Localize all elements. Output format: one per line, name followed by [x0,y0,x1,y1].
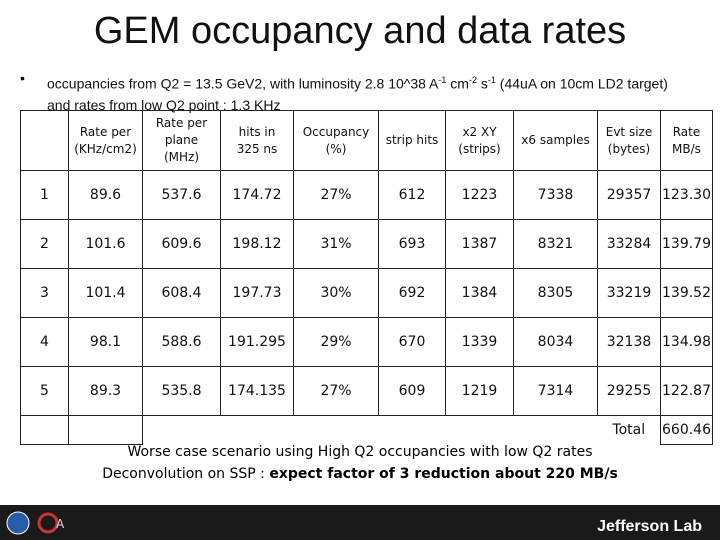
cell: 98.1 [68,317,143,367]
note: Worse case scenario using High Q2 occupa… [127,444,593,460]
column-header-empty [20,110,69,171]
table-row: 1 89.6 537.6 174.72 27% 612 1223 7338 29357 123.3… [20,170,713,220]
title: GEM occupancy and data rates [93,10,627,52]
cell: 1384 [445,268,514,318]
cell: 123.30 [660,170,713,220]
cell: 670 [378,317,446,367]
bullet-part: -2 [468,75,477,85]
cell: 27% [293,366,379,416]
cell: 33219 [597,268,661,318]
notes: Worse case scenario using High Q2 occupa… [0,441,720,485]
cell: 191.295 [220,317,294,367]
cell: 30% [293,268,379,318]
cell: 8034 [513,317,598,367]
cell: 122.87 [660,366,713,416]
note: Deconvolution on SSP : expect factor of … [0,463,720,485]
note-part: Deconvolution on SSP : [102,466,270,482]
column-header: x6 samples [513,110,598,171]
cell: 588.6 [142,317,221,367]
table-row: 5 89.3 535.8 174.135 27% 609 1219 7314 29255 122.… [20,366,713,416]
cell: 5 [20,366,69,416]
cell: 31% [293,219,379,269]
cell: 33284 [597,219,661,269]
cell: 89.3 [68,366,143,416]
cell: 29% [293,317,379,367]
cell: 32138 [597,317,661,367]
empty-cell [20,415,69,445]
cell: 7338 [513,170,598,220]
empty-cell [68,415,143,445]
total-value: 660.46 [660,415,713,445]
column-header: Rate per plane (MHz) [142,110,221,171]
cell: 7314 [513,366,598,416]
cell: 8305 [513,268,598,318]
bullet-part: s [477,75,488,92]
bullet-mark: • [20,70,25,86]
cell: 197.73 [220,268,294,318]
cell: 174.135 [220,366,294,416]
cell: 29357 [597,170,661,220]
cell: 609 [378,366,446,416]
bullet-part: -1 [438,75,447,85]
lab-name: Jefferson Lab [597,518,702,535]
cell: 1387 [445,219,514,269]
cell: 198.12 [220,219,294,269]
column-header: Rate MB/s [660,110,713,171]
total-label: Total [612,422,646,439]
cell: 608.4 [142,268,221,318]
cell: 612 [378,170,446,220]
cell: 3 [20,268,69,318]
column-header: Rate per (KHz/cm2) [68,110,143,171]
bullet-part: occupancies from Q2 = 13.5 GeV2, with lu… [47,75,439,92]
cell: 27% [293,170,379,220]
cell: 134.98 [660,317,713,367]
column-header: x2 XY (strips) [445,110,514,171]
table-row: 3 101.4 608.4 197.73 30% 692 1384 8305 33219 139.… [20,268,713,318]
cell: 8321 [513,219,598,269]
column-header: Occupancy (%) [293,110,379,171]
cell: 1339 [445,317,514,367]
cell: 535.8 [142,366,221,416]
svg-text:A: A [56,517,65,531]
bullet-part: -1 [487,75,496,85]
header-row: Rate per (KHz/cm2) Rate per plane (MHz) hi… [20,110,713,171]
cell: 101.6 [68,219,143,269]
cell: 4 [20,317,69,367]
cell: 29255 [597,366,661,416]
logos: A [6,511,65,535]
cell: 174.72 [220,170,294,220]
column-header: hits in 325 ns [220,110,294,171]
bullet-part: cm [446,75,469,92]
cell: 692 [378,268,446,318]
total-row: Total 660.46 [20,415,713,445]
table-row: 4 98.1 588.6 191.295 29% 670 1339 8034 32138 134.… [20,317,713,367]
cell: 1223 [445,170,514,220]
bullet-part: (44uA on 10cm LD2 target) and rates from… [47,75,668,113]
cell: 609.6 [142,219,221,269]
cell: 1219 [445,366,514,416]
cell: 693 [378,219,446,269]
cell: 139.52 [660,268,713,318]
column-header: Evt size (bytes) [597,110,661,171]
cell: 537.6 [142,170,221,220]
cell: 101.4 [68,268,143,318]
footer-bar: A Jefferson Lab [0,505,720,540]
note-bold: expect factor of 3 reduction about 220 M… [269,466,618,482]
cell: 139.79 [660,219,713,269]
bullet-text: occupancies from Q2 = 13.5 GeV2, with lu… [47,70,687,116]
data-table: Rate per (KHz/cm2) Rate per plane (MHz) hi… [20,110,713,445]
cell: 2 [20,219,69,269]
table-row: 2 101.6 609.6 198.12 31% 693 1387 8321 33284 139.… [20,219,713,269]
cell: 89.6 [68,170,143,220]
column-header: strip hits [378,110,446,171]
cell: 1 [20,170,69,220]
